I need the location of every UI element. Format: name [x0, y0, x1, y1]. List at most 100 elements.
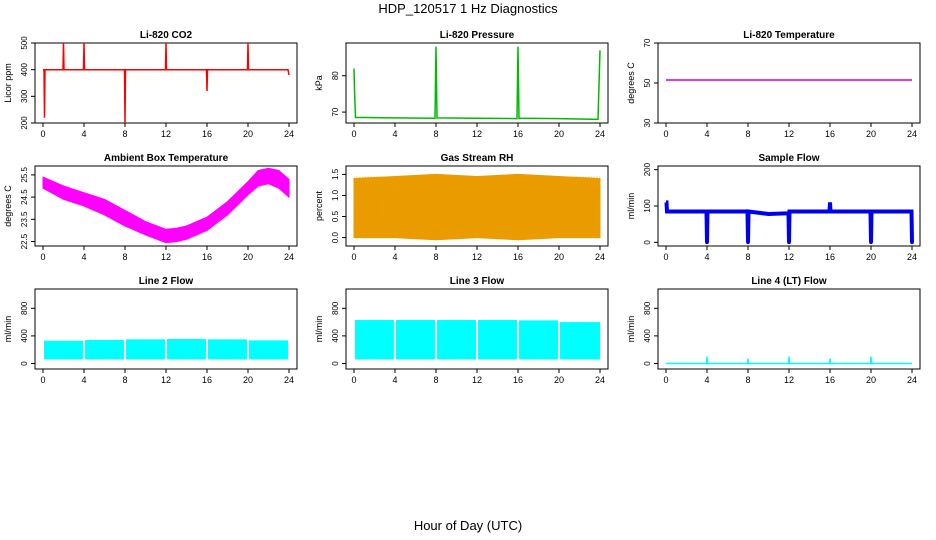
panel-1: Li-820 CO2 Licor ppm 0 4 8 12 16 20 24 200 300 400 5…: [3, 30, 298, 139]
plot-frame: [345, 42, 609, 124]
x-tick-label: 0: [663, 129, 668, 139]
y-tick-label: 1.5: [331, 168, 340, 180]
x-tick-label: 16: [202, 252, 212, 262]
y-axis-label: ml/min: [3, 316, 13, 343]
flow-segment: [44, 340, 83, 360]
x-tick-label: 8: [122, 375, 127, 385]
x-tick-label: 24: [907, 252, 917, 262]
flow-segment: [519, 320, 558, 360]
x-tick-label: 12: [161, 252, 171, 262]
data-point: [746, 240, 750, 245]
x-tick-label: 0: [351, 375, 356, 385]
y-tick-label: 0.0: [331, 231, 340, 243]
y-tick-label: 0: [643, 361, 652, 366]
y-tick-label: 400: [643, 329, 652, 343]
y-tick-label: 400: [331, 329, 340, 343]
x-tick-label: 0: [40, 375, 45, 385]
x-tick-label: 12: [784, 375, 794, 385]
x-tick-label: 24: [595, 252, 605, 262]
y-axis-label: percent: [314, 190, 324, 221]
x-tick-label: 24: [907, 129, 917, 139]
x-tick-label: 20: [243, 375, 253, 385]
y-tick-label: 80: [331, 71, 340, 80]
x-tick-label: 12: [784, 129, 794, 139]
y-tick-label: 23.5: [20, 211, 29, 227]
x-tick-label: 4: [392, 252, 397, 262]
data-point: [705, 240, 709, 245]
panel-3: Li-820 Temperature degrees C 0 4 8 12 16 20 24 30…: [626, 30, 921, 139]
x-tick-label: 0: [351, 252, 356, 262]
x-tick-label: 24: [595, 375, 605, 385]
panel-title: Line 3 Flow: [450, 276, 505, 287]
x-tick-label: 12: [472, 375, 482, 385]
x-tick-label: 20: [554, 129, 564, 139]
x-tick-label: 20: [554, 252, 564, 262]
x-tick-label: 0: [663, 252, 668, 262]
x-tick-label: 12: [472, 252, 482, 262]
panel-title: Ambient Box Temperature: [104, 153, 229, 164]
panel-title: Sample Flow: [758, 153, 819, 164]
x-tick-label: 8: [122, 129, 127, 139]
x-tick-label: 8: [122, 252, 127, 262]
flow-segment: [478, 320, 517, 360]
x-tick-label: 20: [243, 129, 253, 139]
y-tick-label: 24.5: [20, 189, 29, 205]
x-tick-label: 8: [433, 252, 438, 262]
x-tick-label: 4: [81, 129, 86, 139]
panel-5: Gas Stream RH percent 0 4 8 12 16 20 24 0.0 0.5 1.0…: [314, 153, 609, 262]
x-tick-label: 4: [392, 375, 397, 385]
x-tick-label: 16: [202, 375, 212, 385]
x-tick-label: 24: [284, 252, 294, 262]
x-tick-label: 0: [663, 375, 668, 385]
x-tick-label: 8: [433, 375, 438, 385]
data-point: [869, 240, 873, 245]
x-tick-label: 20: [243, 252, 253, 262]
x-tick-label: 16: [513, 252, 523, 262]
panel-9: Line 4 (LT) Flow ml/min 0 4 8 12 16 20 24 0 400 800: [626, 276, 921, 385]
x-tick-label: 24: [284, 129, 294, 139]
x-tick-label: 16: [825, 252, 835, 262]
x-tick-label: 20: [866, 375, 876, 385]
flow-segment: [167, 339, 206, 360]
data-band: [353, 173, 601, 241]
x-tick-label: 4: [704, 252, 709, 262]
x-tick-label: 16: [825, 129, 835, 139]
x-tick-label: 8: [745, 252, 750, 262]
x-tick-label: 8: [745, 129, 750, 139]
y-axis-label: kPa: [314, 75, 324, 91]
x-tick-label: 8: [745, 375, 750, 385]
x-tick-label: 16: [513, 375, 523, 385]
flow-segment: [249, 340, 288, 360]
y-tick-label: 0: [643, 240, 652, 245]
y-axis-label: degrees C: [626, 62, 636, 104]
panel-4: Ambient Box Temperature degrees C 0 4 8 12 16 2…: [3, 153, 298, 262]
x-tick-label: 0: [40, 252, 45, 262]
panel-title: Li-820 CO2: [140, 30, 193, 41]
y-axis-label: ml/min: [314, 316, 324, 343]
panel-2: Li-820 Pressure kPa 0 4 8 12 16 20 24 70 80: [314, 30, 609, 139]
flow-segment: [437, 320, 476, 360]
x-tick-label: 12: [161, 129, 171, 139]
x-tick-label: 0: [351, 129, 356, 139]
panel-8: Line 3 Flow ml/min 0 4 8 12 16 20 24 0 400 800: [314, 276, 609, 385]
y-tick-label: 400: [20, 329, 29, 343]
y-tick-label: 30: [643, 118, 652, 127]
x-tick-label: 8: [433, 129, 438, 139]
x-tick-label: 12: [161, 375, 171, 385]
x-tick-label: 4: [392, 129, 397, 139]
x-tick-label: 4: [81, 375, 86, 385]
x-tick-label: 4: [704, 375, 709, 385]
x-tick-label: 24: [907, 375, 917, 385]
panel-title: Gas Stream RH: [441, 153, 514, 164]
y-tick-label: 800: [331, 301, 340, 315]
x-tick-label: 16: [825, 375, 835, 385]
figure-title: HDP_120517 1 Hz Diagnostics: [378, 1, 558, 16]
x-tick-label: 4: [81, 252, 86, 262]
y-tick-label: 800: [20, 301, 29, 315]
data-line: [353, 46, 601, 121]
y-axis-label: degrees C: [3, 185, 13, 227]
panel-title: Line 4 (LT) Flow: [751, 276, 827, 287]
x-tick-label: 24: [284, 375, 294, 385]
y-tick-label: 200: [20, 116, 29, 130]
